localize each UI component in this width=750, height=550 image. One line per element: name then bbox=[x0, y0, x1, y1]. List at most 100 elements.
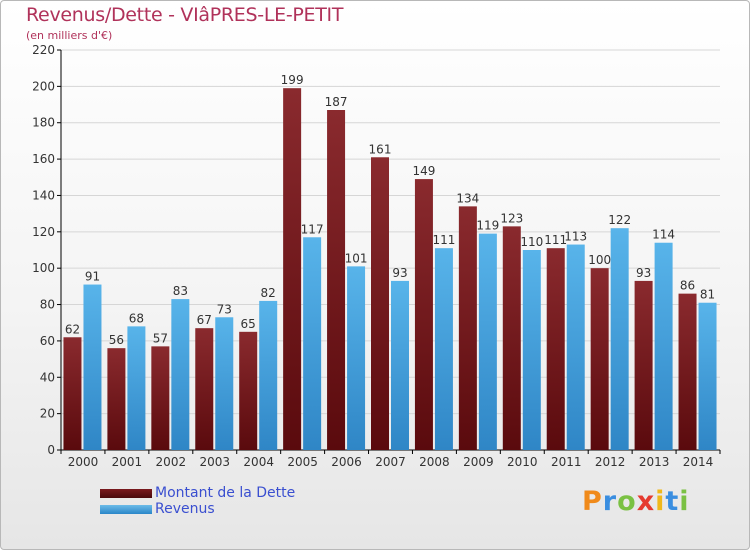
data-label-dette: 149 bbox=[412, 164, 435, 178]
bar-dette bbox=[283, 88, 302, 450]
bar-revenus bbox=[478, 233, 497, 450]
bar-dette bbox=[107, 348, 126, 450]
x-tick-label: 2014 bbox=[683, 455, 714, 469]
legend-label-revenus: Revenus bbox=[155, 501, 215, 517]
bar-revenus bbox=[127, 326, 146, 450]
bar-revenus bbox=[610, 228, 629, 450]
bar-revenus bbox=[347, 266, 366, 450]
y-tick-label: 200 bbox=[32, 79, 55, 93]
data-label-revenus: 81 bbox=[700, 288, 715, 302]
bar-revenus bbox=[171, 299, 190, 450]
data-label-dette: 123 bbox=[500, 211, 523, 225]
data-label-revenus: 111 bbox=[432, 233, 455, 247]
x-tick-label: 2008 bbox=[419, 455, 450, 469]
logo-letter: t bbox=[665, 486, 680, 517]
bar-dette bbox=[327, 110, 346, 450]
bar-dette bbox=[634, 280, 653, 450]
x-tick-label: 2010 bbox=[507, 455, 538, 469]
bar-dette bbox=[414, 179, 433, 450]
x-tick-label: 2001 bbox=[112, 455, 143, 469]
legend-swatch-dette bbox=[100, 489, 152, 498]
data-label-dette: 93 bbox=[636, 266, 651, 280]
data-label-revenus: 110 bbox=[520, 235, 543, 249]
data-label-dette: 65 bbox=[241, 317, 256, 331]
proxiti-logo: Proxiti bbox=[582, 486, 690, 517]
data-label-revenus: 114 bbox=[652, 228, 675, 242]
x-tick-label: 2006 bbox=[331, 455, 362, 469]
y-tick-label: 220 bbox=[32, 43, 55, 57]
data-label-dette: 57 bbox=[153, 331, 168, 345]
legend-label-dette: Montant de la Dette bbox=[155, 485, 296, 501]
x-tick-label: 2012 bbox=[595, 455, 626, 469]
data-label-revenus: 82 bbox=[261, 286, 276, 300]
data-label-dette: 62 bbox=[65, 322, 80, 336]
data-label-revenus: 91 bbox=[85, 270, 100, 284]
bar-revenus bbox=[259, 300, 278, 450]
logo-letter: o bbox=[617, 486, 637, 517]
y-tick-label: 20 bbox=[40, 407, 55, 421]
bar-dette bbox=[546, 248, 565, 450]
y-tick-label: 120 bbox=[32, 225, 55, 239]
bar-revenus bbox=[522, 250, 541, 450]
x-tick-label: 2004 bbox=[243, 455, 274, 469]
bar-dette bbox=[502, 226, 521, 450]
data-label-revenus: 119 bbox=[476, 219, 499, 233]
data-label-revenus: 113 bbox=[564, 230, 587, 244]
bar-revenus bbox=[434, 248, 453, 450]
bar-revenus bbox=[566, 244, 585, 450]
logo-letter: i bbox=[655, 486, 666, 517]
data-label-dette: 86 bbox=[680, 279, 695, 293]
data-label-revenus: 101 bbox=[345, 251, 368, 265]
y-tick-label: 80 bbox=[40, 298, 55, 312]
data-label-revenus: 83 bbox=[173, 284, 188, 298]
y-tick-label: 0 bbox=[47, 443, 55, 457]
data-label-dette: 187 bbox=[325, 95, 348, 109]
x-tick-label: 2005 bbox=[287, 455, 318, 469]
chart-subtitle: (en milliers d'€) bbox=[26, 29, 113, 42]
chart-title: Revenus/Dette - VIâPRES-LE-PETIT bbox=[26, 4, 344, 26]
bar-dette bbox=[458, 206, 477, 450]
y-tick-label: 100 bbox=[32, 261, 55, 275]
data-label-dette: 199 bbox=[281, 73, 304, 87]
y-tick-label: 160 bbox=[32, 152, 55, 166]
logo-letter: P bbox=[582, 486, 603, 517]
data-label-dette: 56 bbox=[109, 333, 124, 347]
bar-dette bbox=[371, 157, 389, 451]
data-label-revenus: 122 bbox=[608, 213, 631, 227]
bar-revenus bbox=[83, 284, 102, 450]
data-label-revenus: 73 bbox=[217, 302, 232, 316]
logo-letter: i bbox=[679, 486, 690, 517]
legend-swatch-revenus bbox=[100, 505, 152, 514]
logo-letter: r bbox=[602, 486, 618, 517]
y-tick-label: 180 bbox=[32, 116, 55, 130]
y-tick-label: 40 bbox=[40, 370, 55, 384]
bar-dette bbox=[195, 328, 214, 450]
x-tick-label: 2003 bbox=[199, 455, 230, 469]
x-tick-label: 2007 bbox=[375, 455, 406, 469]
data-label-revenus: 117 bbox=[301, 222, 324, 236]
data-label-dette: 134 bbox=[456, 191, 479, 205]
x-tick-label: 2011 bbox=[551, 455, 582, 469]
x-tick-label: 2002 bbox=[156, 455, 187, 469]
data-label-revenus: 93 bbox=[392, 266, 407, 280]
bar-dette bbox=[678, 293, 697, 450]
bar-revenus bbox=[654, 242, 673, 450]
y-tick-label: 60 bbox=[40, 334, 55, 348]
bar-revenus bbox=[698, 302, 717, 450]
bar-dette bbox=[151, 346, 170, 450]
data-label-dette: 67 bbox=[197, 313, 212, 327]
bar-revenus bbox=[215, 317, 234, 450]
data-label-dette: 100 bbox=[588, 253, 611, 267]
x-tick-label: 2013 bbox=[639, 455, 670, 469]
x-tick-label: 2009 bbox=[463, 455, 494, 469]
x-tick-label: 2000 bbox=[68, 455, 99, 469]
data-label-revenus: 68 bbox=[129, 311, 144, 325]
bar-dette bbox=[239, 331, 258, 450]
data-label-dette: 161 bbox=[369, 142, 392, 156]
data-label-dette: 111 bbox=[544, 233, 567, 247]
bar-dette bbox=[590, 268, 609, 450]
logo-letter: x bbox=[636, 486, 656, 517]
bar-revenus bbox=[303, 237, 322, 450]
bar-dette bbox=[63, 337, 82, 450]
